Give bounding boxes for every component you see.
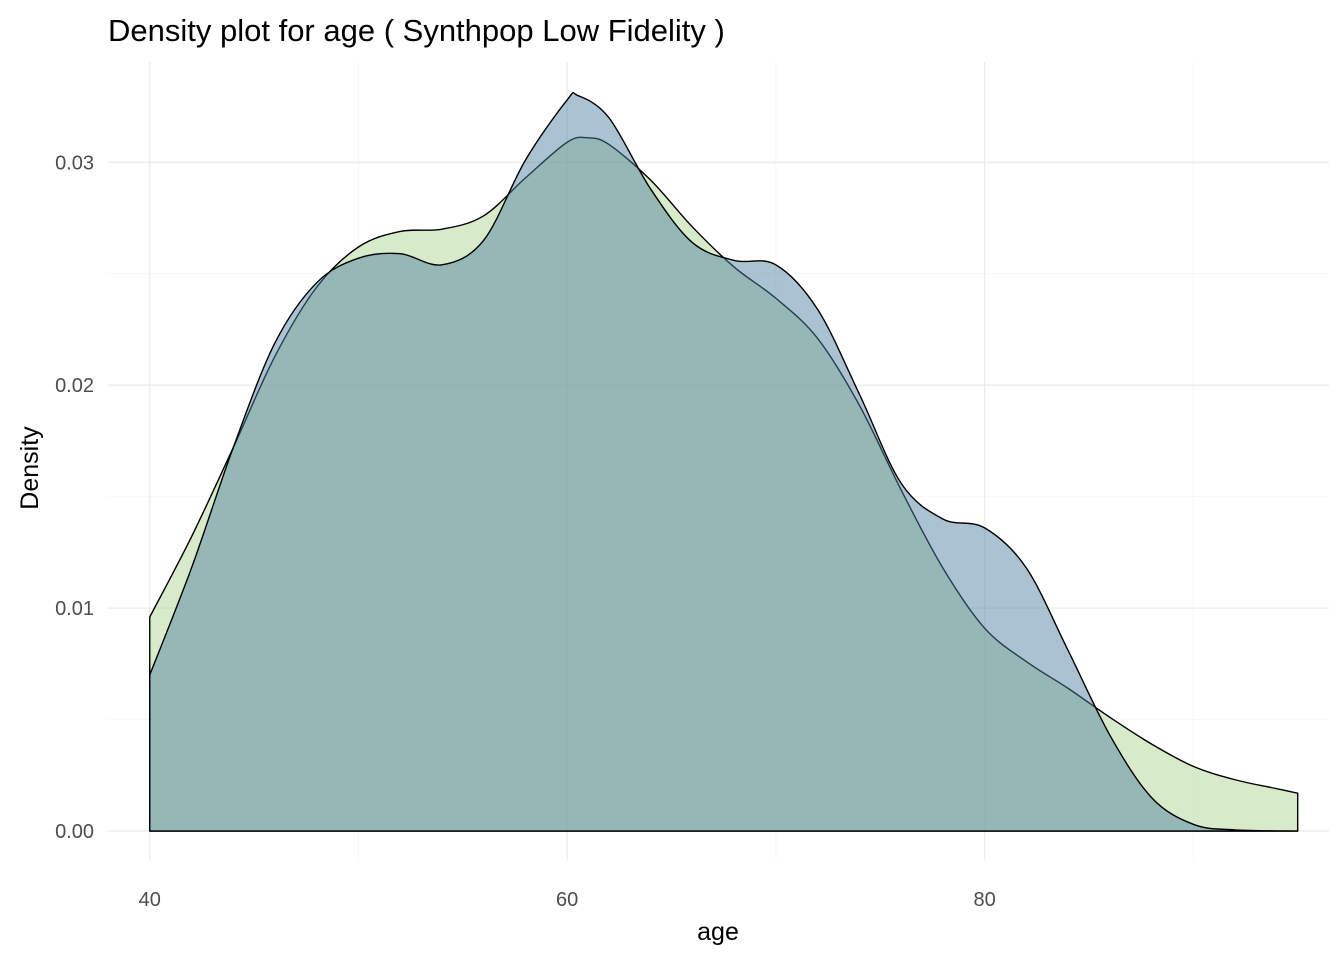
y-tick-label: 0.01 — [55, 598, 94, 620]
chart-title: Density plot for age ( Synthpop Low Fide… — [108, 13, 725, 48]
x-axis-ticks: 40 60 80 — [139, 889, 996, 911]
x-tick-label: 80 — [973, 889, 995, 911]
y-axis-title: Density — [16, 426, 44, 510]
x-tick-label: 60 — [556, 889, 578, 911]
y-tick-label: 0.00 — [55, 821, 94, 843]
density-areas — [149, 91, 1299, 832]
x-axis-title: age — [697, 918, 739, 946]
y-tick-label: 0.02 — [55, 375, 94, 397]
density-area-series-1 — [149, 136, 1299, 832]
density-area-series-2 — [149, 91, 1299, 832]
y-axis-ticks: 0.00 0.01 0.02 0.03 — [55, 152, 94, 843]
y-tick-label: 0.03 — [55, 152, 94, 174]
x-tick-label: 40 — [139, 889, 161, 911]
